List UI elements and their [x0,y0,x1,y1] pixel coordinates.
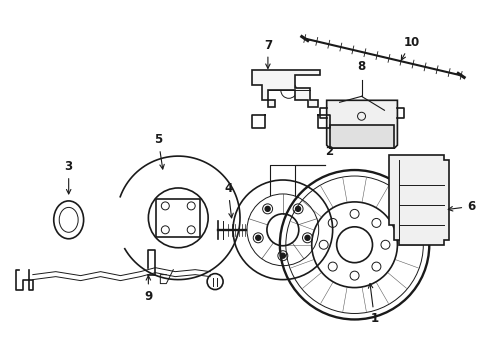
Text: 6: 6 [447,200,474,213]
Bar [156,199,200,237]
Circle shape [280,253,285,258]
Circle shape [255,235,260,240]
Text: 10: 10 [401,36,419,60]
Text: 3: 3 [64,160,73,194]
Polygon shape [388,155,448,245]
Circle shape [295,206,300,211]
Text: 1: 1 [367,284,378,325]
Polygon shape [326,100,397,148]
Text: 5: 5 [154,133,164,169]
Text: 4: 4 [224,182,233,218]
Circle shape [305,235,309,240]
Text: 2: 2 [325,145,333,158]
Circle shape [264,206,269,211]
Text: 9: 9 [144,276,152,302]
Text: 8: 8 [357,60,365,73]
Polygon shape [329,125,394,148]
Text: 7: 7 [264,39,271,68]
Polygon shape [251,71,319,107]
